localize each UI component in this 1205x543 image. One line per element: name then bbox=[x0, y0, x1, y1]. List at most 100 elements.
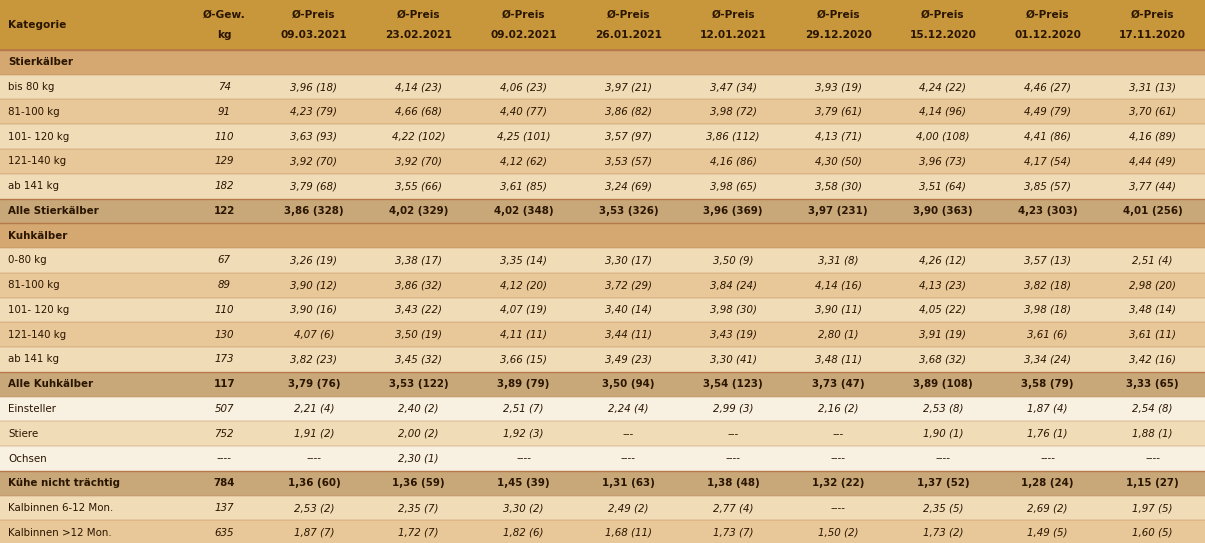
Bar bbox=[0, 149, 1205, 174]
Text: 3,91 (19): 3,91 (19) bbox=[919, 330, 966, 340]
Text: Kategorie: Kategorie bbox=[8, 20, 66, 30]
Text: 4,00 (108): 4,00 (108) bbox=[916, 131, 970, 142]
Text: Ochsen: Ochsen bbox=[8, 453, 47, 464]
Text: 2,99 (3): 2,99 (3) bbox=[713, 404, 753, 414]
Text: 4,07 (6): 4,07 (6) bbox=[294, 330, 334, 340]
Text: 4,01 (256): 4,01 (256) bbox=[1123, 206, 1182, 216]
Text: 67: 67 bbox=[218, 255, 230, 266]
Text: 3,86 (82): 3,86 (82) bbox=[605, 107, 652, 117]
Bar bbox=[0, 273, 1205, 298]
Text: 3,58 (30): 3,58 (30) bbox=[815, 181, 862, 191]
Text: kg: kg bbox=[217, 30, 231, 40]
Text: 4,25 (101): 4,25 (101) bbox=[496, 131, 551, 142]
Text: 1,87 (4): 1,87 (4) bbox=[1028, 404, 1068, 414]
Text: 2,54 (8): 2,54 (8) bbox=[1133, 404, 1172, 414]
Text: ----: ---- bbox=[516, 453, 531, 464]
Text: 3,30 (2): 3,30 (2) bbox=[504, 503, 543, 513]
Text: 3,44 (11): 3,44 (11) bbox=[605, 330, 652, 340]
Text: 1,32 (22): 1,32 (22) bbox=[812, 478, 864, 488]
Text: bis 80 kg: bis 80 kg bbox=[8, 82, 54, 92]
Text: Kalbinnen 6-12 Mon.: Kalbinnen 6-12 Mon. bbox=[8, 503, 113, 513]
Text: 3,50 (9): 3,50 (9) bbox=[713, 255, 753, 266]
Text: ---: --- bbox=[623, 429, 634, 439]
Bar bbox=[0, 199, 1205, 223]
Text: 3,72 (29): 3,72 (29) bbox=[605, 280, 652, 290]
Text: 81-100 kg: 81-100 kg bbox=[8, 107, 60, 117]
Text: 2,24 (4): 2,24 (4) bbox=[609, 404, 648, 414]
Text: 121-140 kg: 121-140 kg bbox=[8, 156, 66, 166]
Text: 3,45 (32): 3,45 (32) bbox=[395, 355, 442, 364]
Text: 173: 173 bbox=[214, 355, 234, 364]
Bar bbox=[0, 372, 1205, 396]
Text: 4,13 (23): 4,13 (23) bbox=[919, 280, 966, 290]
Text: 3,31 (13): 3,31 (13) bbox=[1129, 82, 1176, 92]
Text: 3,51 (64): 3,51 (64) bbox=[919, 181, 966, 191]
Text: ----: ---- bbox=[621, 453, 636, 464]
Text: 4,02 (329): 4,02 (329) bbox=[389, 206, 448, 216]
Text: 26.01.2021: 26.01.2021 bbox=[595, 30, 662, 40]
Text: 2,35 (5): 2,35 (5) bbox=[923, 503, 963, 513]
Text: 3,38 (17): 3,38 (17) bbox=[395, 255, 442, 266]
Text: 2,21 (4): 2,21 (4) bbox=[294, 404, 334, 414]
Text: 1,97 (5): 1,97 (5) bbox=[1133, 503, 1172, 513]
Text: 3,70 (61): 3,70 (61) bbox=[1129, 107, 1176, 117]
Text: 3,63 (93): 3,63 (93) bbox=[290, 131, 337, 142]
Text: 1,28 (24): 1,28 (24) bbox=[1022, 478, 1074, 488]
Text: 1,38 (48): 1,38 (48) bbox=[707, 478, 759, 488]
Text: 3,42 (16): 3,42 (16) bbox=[1129, 355, 1176, 364]
Text: 3,48 (11): 3,48 (11) bbox=[815, 355, 862, 364]
Text: 4,14 (16): 4,14 (16) bbox=[815, 280, 862, 290]
Text: Ø-Preis: Ø-Preis bbox=[1025, 10, 1070, 20]
Text: 4,13 (71): 4,13 (71) bbox=[815, 131, 862, 142]
Text: 1,60 (5): 1,60 (5) bbox=[1133, 528, 1172, 538]
Text: 3,55 (66): 3,55 (66) bbox=[395, 181, 442, 191]
Text: 130: 130 bbox=[214, 330, 234, 340]
Text: 3,30 (41): 3,30 (41) bbox=[710, 355, 757, 364]
Text: 3,57 (13): 3,57 (13) bbox=[1024, 255, 1071, 266]
Text: 91: 91 bbox=[218, 107, 230, 117]
Text: 3,61 (6): 3,61 (6) bbox=[1028, 330, 1068, 340]
Text: 3,96 (73): 3,96 (73) bbox=[919, 156, 966, 166]
Text: 3,85 (57): 3,85 (57) bbox=[1024, 181, 1071, 191]
Text: Stierkälber: Stierkälber bbox=[8, 58, 74, 67]
Text: 3,86 (32): 3,86 (32) bbox=[395, 280, 442, 290]
Text: 3,92 (70): 3,92 (70) bbox=[395, 156, 442, 166]
Text: 3,68 (32): 3,68 (32) bbox=[919, 355, 966, 364]
Text: 2,35 (7): 2,35 (7) bbox=[399, 503, 439, 513]
Text: 4,30 (50): 4,30 (50) bbox=[815, 156, 862, 166]
Text: Alle Kuhkälber: Alle Kuhkälber bbox=[8, 379, 94, 389]
Text: 3,53 (122): 3,53 (122) bbox=[389, 379, 448, 389]
Text: 3,57 (97): 3,57 (97) bbox=[605, 131, 652, 142]
Text: 29.12.2020: 29.12.2020 bbox=[805, 30, 871, 40]
Text: Ø-Preis: Ø-Preis bbox=[606, 10, 651, 20]
Text: 2,69 (2): 2,69 (2) bbox=[1028, 503, 1068, 513]
Text: 2,00 (2): 2,00 (2) bbox=[399, 429, 439, 439]
Text: 1,92 (3): 1,92 (3) bbox=[504, 429, 543, 439]
Text: 4,44 (49): 4,44 (49) bbox=[1129, 156, 1176, 166]
Text: 1,87 (7): 1,87 (7) bbox=[294, 528, 334, 538]
Text: 3,79 (68): 3,79 (68) bbox=[290, 181, 337, 191]
Text: 3,33 (65): 3,33 (65) bbox=[1127, 379, 1178, 389]
Text: 1,45 (39): 1,45 (39) bbox=[498, 478, 549, 488]
Text: 4,07 (19): 4,07 (19) bbox=[500, 305, 547, 315]
Text: 4,66 (68): 4,66 (68) bbox=[395, 107, 442, 117]
Bar bbox=[0, 99, 1205, 124]
Text: 4,49 (79): 4,49 (79) bbox=[1024, 107, 1071, 117]
Text: 117: 117 bbox=[213, 379, 235, 389]
Text: 4,23 (303): 4,23 (303) bbox=[1018, 206, 1077, 216]
Text: 4,14 (96): 4,14 (96) bbox=[919, 107, 966, 117]
Text: 110: 110 bbox=[214, 131, 234, 142]
Text: 3,47 (34): 3,47 (34) bbox=[710, 82, 757, 92]
Text: 3,24 (69): 3,24 (69) bbox=[605, 181, 652, 191]
Bar bbox=[0, 323, 1205, 347]
Text: Einsteller: Einsteller bbox=[8, 404, 57, 414]
Text: 3,89 (79): 3,89 (79) bbox=[498, 379, 549, 389]
Text: 2,80 (1): 2,80 (1) bbox=[818, 330, 858, 340]
Text: 121-140 kg: 121-140 kg bbox=[8, 330, 66, 340]
Text: 15.12.2020: 15.12.2020 bbox=[910, 30, 976, 40]
Text: 3,84 (24): 3,84 (24) bbox=[710, 280, 757, 290]
Text: 3,31 (8): 3,31 (8) bbox=[818, 255, 858, 266]
Text: 3,98 (72): 3,98 (72) bbox=[710, 107, 757, 117]
Text: 3,96 (369): 3,96 (369) bbox=[704, 206, 763, 216]
Text: 2,40 (2): 2,40 (2) bbox=[399, 404, 439, 414]
